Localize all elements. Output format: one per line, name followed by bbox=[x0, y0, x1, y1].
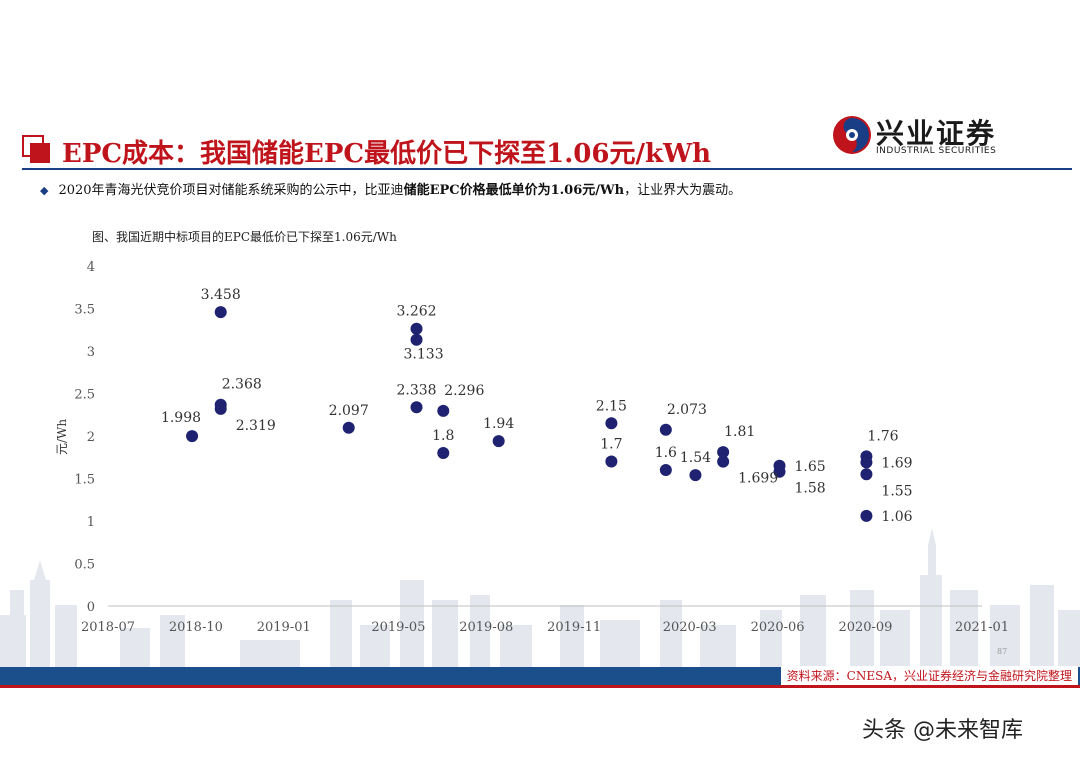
footer-red-line bbox=[0, 685, 1080, 688]
data-label: 1.94 bbox=[483, 416, 514, 432]
x-tick-label: 2018-10 bbox=[169, 620, 223, 635]
x-tick-label: 2019-05 bbox=[371, 620, 425, 635]
x-tick-label: 2021-01 bbox=[955, 620, 1009, 635]
y-tick-label: 4 bbox=[87, 260, 95, 275]
data-label: 2.15 bbox=[596, 398, 627, 414]
data-point bbox=[437, 447, 450, 459]
data-label: 1.65 bbox=[794, 459, 825, 475]
data-point bbox=[410, 401, 423, 414]
bullet-text-bold: 储能EPC价格最低单价为1.06元/Wh bbox=[403, 183, 625, 198]
data-point bbox=[214, 306, 227, 319]
x-tick-label: 2020-09 bbox=[838, 620, 892, 635]
data-label: 1.699 bbox=[738, 471, 778, 487]
title-divider bbox=[22, 168, 1072, 170]
data-point bbox=[410, 322, 423, 335]
logo-mark-icon bbox=[833, 116, 871, 154]
data-point bbox=[492, 435, 505, 448]
data-point bbox=[717, 455, 730, 468]
data-point bbox=[410, 333, 423, 346]
data-point bbox=[860, 509, 873, 522]
x-tick-label: 2019-11 bbox=[547, 620, 601, 635]
data-point bbox=[214, 402, 227, 415]
data-label: 2.097 bbox=[329, 403, 369, 419]
y-tick-label: 2 bbox=[87, 430, 95, 445]
data-label: 1.69 bbox=[881, 455, 912, 471]
data-label: 1.998 bbox=[161, 410, 201, 426]
title-square-icon bbox=[22, 135, 50, 163]
logo-subtitle: INDUSTRIAL SECURITIES bbox=[876, 146, 997, 156]
diamond-bullet-icon: ◆ bbox=[40, 184, 49, 197]
data-label: 1.58 bbox=[794, 481, 825, 497]
y-tick-label: 3.5 bbox=[74, 303, 95, 318]
data-point bbox=[437, 404, 450, 417]
x-tick-label: 2019-01 bbox=[257, 620, 311, 635]
y-tick-label: 3 bbox=[87, 345, 95, 360]
y-tick-label: 0 bbox=[87, 600, 95, 615]
x-tick-label: 2020-06 bbox=[751, 620, 805, 635]
page-title: EPC成本：我国储能EPC最低价已下探至1.06元/kWh bbox=[62, 139, 712, 169]
y-tick-label: 2.5 bbox=[74, 388, 95, 403]
data-label: 3.262 bbox=[396, 304, 436, 320]
data-label: 1.55 bbox=[881, 483, 912, 499]
x-tick-label: 2019-08 bbox=[459, 620, 513, 635]
chart-title: 图、我国近期中标项目的EPC最低价已下探至1.06元/Wh bbox=[92, 230, 397, 244]
data-point bbox=[659, 423, 672, 436]
company-logo: 兴业证券 INDUSTRIAL SECURITIES bbox=[832, 112, 1022, 162]
summary-bullet: ◆ 2020年青海光伏竞价项目对储能系统采购的公示中，比亚迪储能EPC价格最低单价… bbox=[40, 179, 741, 198]
data-point bbox=[717, 446, 730, 459]
x-tick-label: 2020-03 bbox=[663, 620, 717, 635]
data-point bbox=[689, 469, 702, 482]
data-point bbox=[659, 464, 672, 476]
data-point bbox=[605, 417, 618, 430]
x-tick-label: 2018-07 bbox=[81, 620, 135, 635]
data-label: 3.133 bbox=[404, 347, 444, 363]
data-point bbox=[605, 455, 618, 468]
data-label: 2.338 bbox=[396, 382, 436, 398]
data-label: 1.76 bbox=[867, 428, 898, 444]
data-label: 2.296 bbox=[444, 383, 484, 399]
bullet-text-b: ，让业界大为震动。 bbox=[624, 183, 742, 198]
y-tick-label: 1 bbox=[87, 515, 95, 530]
data-label: 2.073 bbox=[667, 402, 707, 418]
page-number: 87 bbox=[997, 647, 1008, 656]
data-label: 1.8 bbox=[432, 428, 454, 444]
data-label: 1.54 bbox=[680, 450, 711, 466]
data-point bbox=[186, 430, 199, 443]
data-label: 2.368 bbox=[222, 377, 262, 393]
source-note: 资料来源：CNESA，兴业证券经济与金融研究院整理 bbox=[780, 666, 1078, 685]
watermark: 头条 @未来智库 bbox=[862, 718, 1023, 743]
data-point bbox=[860, 456, 873, 469]
data-label: 2.319 bbox=[236, 418, 276, 434]
data-point bbox=[773, 465, 786, 478]
y-tick-label: 0.5 bbox=[74, 558, 95, 573]
bullet-text-a: 2020年青海光伏竞价项目对储能系统采购的公示中，比亚迪 bbox=[58, 183, 404, 198]
logo-name: 兴业证券 bbox=[876, 117, 997, 150]
data-point bbox=[342, 421, 355, 434]
data-point bbox=[860, 468, 873, 481]
y-axis-label: 元/Wh bbox=[55, 419, 69, 455]
data-label: 3.458 bbox=[201, 287, 241, 303]
data-label: 1.7 bbox=[600, 437, 622, 453]
y-tick-label: 1.5 bbox=[74, 473, 95, 488]
data-label: 1.06 bbox=[881, 509, 912, 525]
data-label: 1.81 bbox=[724, 424, 755, 440]
data-label: 1.6 bbox=[655, 445, 677, 461]
